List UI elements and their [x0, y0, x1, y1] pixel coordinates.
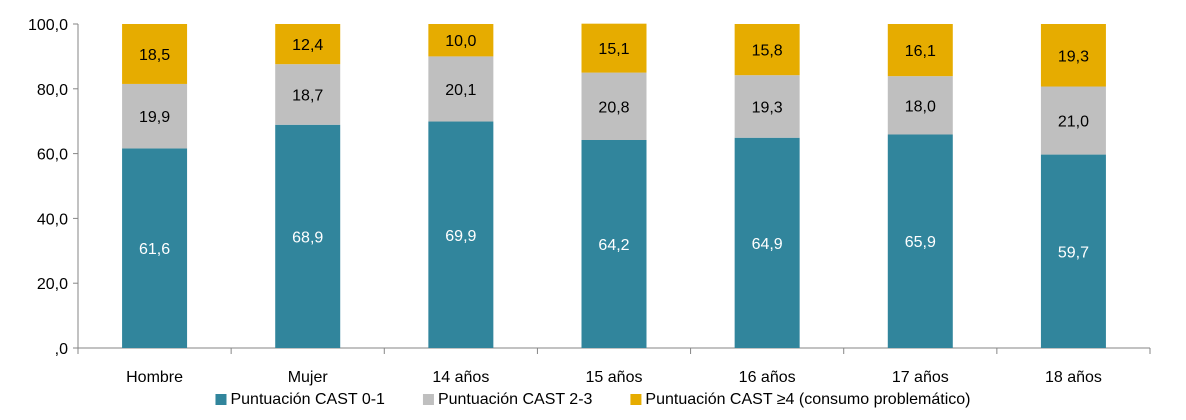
data-label: 18,0 — [905, 98, 936, 115]
data-label: 64,2 — [598, 237, 629, 254]
y-tick-label: 100,0 — [28, 17, 68, 34]
data-label: 15,1 — [598, 41, 629, 58]
bars — [122, 23, 1106, 348]
data-label: 69,9 — [445, 228, 476, 245]
data-label: 18,7 — [292, 87, 323, 104]
bar-segment — [887, 134, 953, 348]
x-tick-label: 14 años — [432, 369, 489, 386]
x-tick-label: Hombre — [126, 369, 183, 386]
y-tick-label: 60,0 — [37, 147, 68, 164]
y-tick-label: ,0 — [55, 341, 68, 358]
bar-segment — [1040, 24, 1106, 87]
data-labels: 61,6 19,9 18,5 68,9 18,7 12,4 69,9 20,1 10,0 64,2… — [139, 33, 1089, 261]
bar-segment — [581, 72, 647, 140]
bar-segment — [887, 24, 953, 77]
x-tick-label: Mujer — [288, 369, 329, 386]
y-tick-label: 80,0 — [37, 82, 68, 99]
data-label: 65,9 — [905, 234, 936, 251]
bar-segment — [1040, 154, 1106, 348]
axes: ,0 20,0 40,0 60,0 80,0 100,0 Hombre Mujer 14 año… — [28, 17, 1151, 386]
data-label: 19,3 — [752, 99, 783, 116]
legend-swatch — [422, 394, 434, 405]
data-label: 19,9 — [139, 109, 170, 126]
bar-segment — [1040, 86, 1106, 155]
y-tick-label: 20,0 — [37, 276, 68, 293]
x-tick-label: 16 años — [739, 369, 796, 386]
bar-segment — [275, 24, 341, 65]
data-label: 18,5 — [139, 47, 170, 64]
bar-segment — [122, 83, 188, 149]
legend-item: Puntuación CAST ≥4 (consumo problemático… — [630, 391, 971, 408]
data-label: 61,6 — [139, 241, 170, 258]
bar-segment — [428, 121, 494, 348]
bar-segment — [428, 24, 494, 57]
x-tick-label: 17 años — [892, 369, 949, 386]
data-label: 12,4 — [292, 37, 323, 54]
legend-label: Puntuación CAST 2-3 — [438, 391, 593, 408]
y-tick-label: 40,0 — [37, 211, 68, 228]
data-label: 16,1 — [905, 43, 936, 60]
legend-swatch — [215, 394, 227, 405]
data-label: 10,0 — [445, 33, 476, 50]
data-label: 68,9 — [292, 229, 323, 246]
bar-segment — [122, 24, 188, 84]
legend: Puntuación CAST 0-1 Puntuación CAST 2-3 Pu… — [215, 391, 971, 408]
bar-segment — [734, 75, 800, 138]
data-label: 21,0 — [1058, 114, 1089, 131]
bar-segment — [122, 148, 188, 348]
x-tick-label: 15 años — [586, 369, 643, 386]
data-label: 64,9 — [752, 236, 783, 253]
bar-segment — [428, 56, 494, 122]
data-label: 19,3 — [1058, 48, 1089, 65]
bar-segment — [581, 23, 647, 73]
bar-segment — [887, 76, 953, 135]
legend-item: Puntuación CAST 2-3 — [422, 391, 593, 408]
legend-item: Puntuación CAST 0-1 — [215, 391, 385, 408]
data-label: 59,7 — [1058, 244, 1089, 261]
bar-segment — [734, 24, 800, 76]
data-label: 20,1 — [445, 82, 476, 99]
data-label: 20,8 — [598, 99, 629, 116]
legend-label: Puntuación CAST 0-1 — [230, 391, 385, 408]
bar-segment — [581, 139, 647, 348]
x-tick-label: 18 años — [1045, 369, 1102, 386]
bar-segment — [275, 124, 341, 348]
bar-segment — [734, 137, 800, 348]
legend-label: Puntuación CAST ≥4 (consumo problemático… — [645, 391, 970, 408]
bar-segment — [275, 64, 341, 125]
data-label: 15,8 — [752, 43, 783, 60]
legend-swatch — [630, 394, 642, 405]
